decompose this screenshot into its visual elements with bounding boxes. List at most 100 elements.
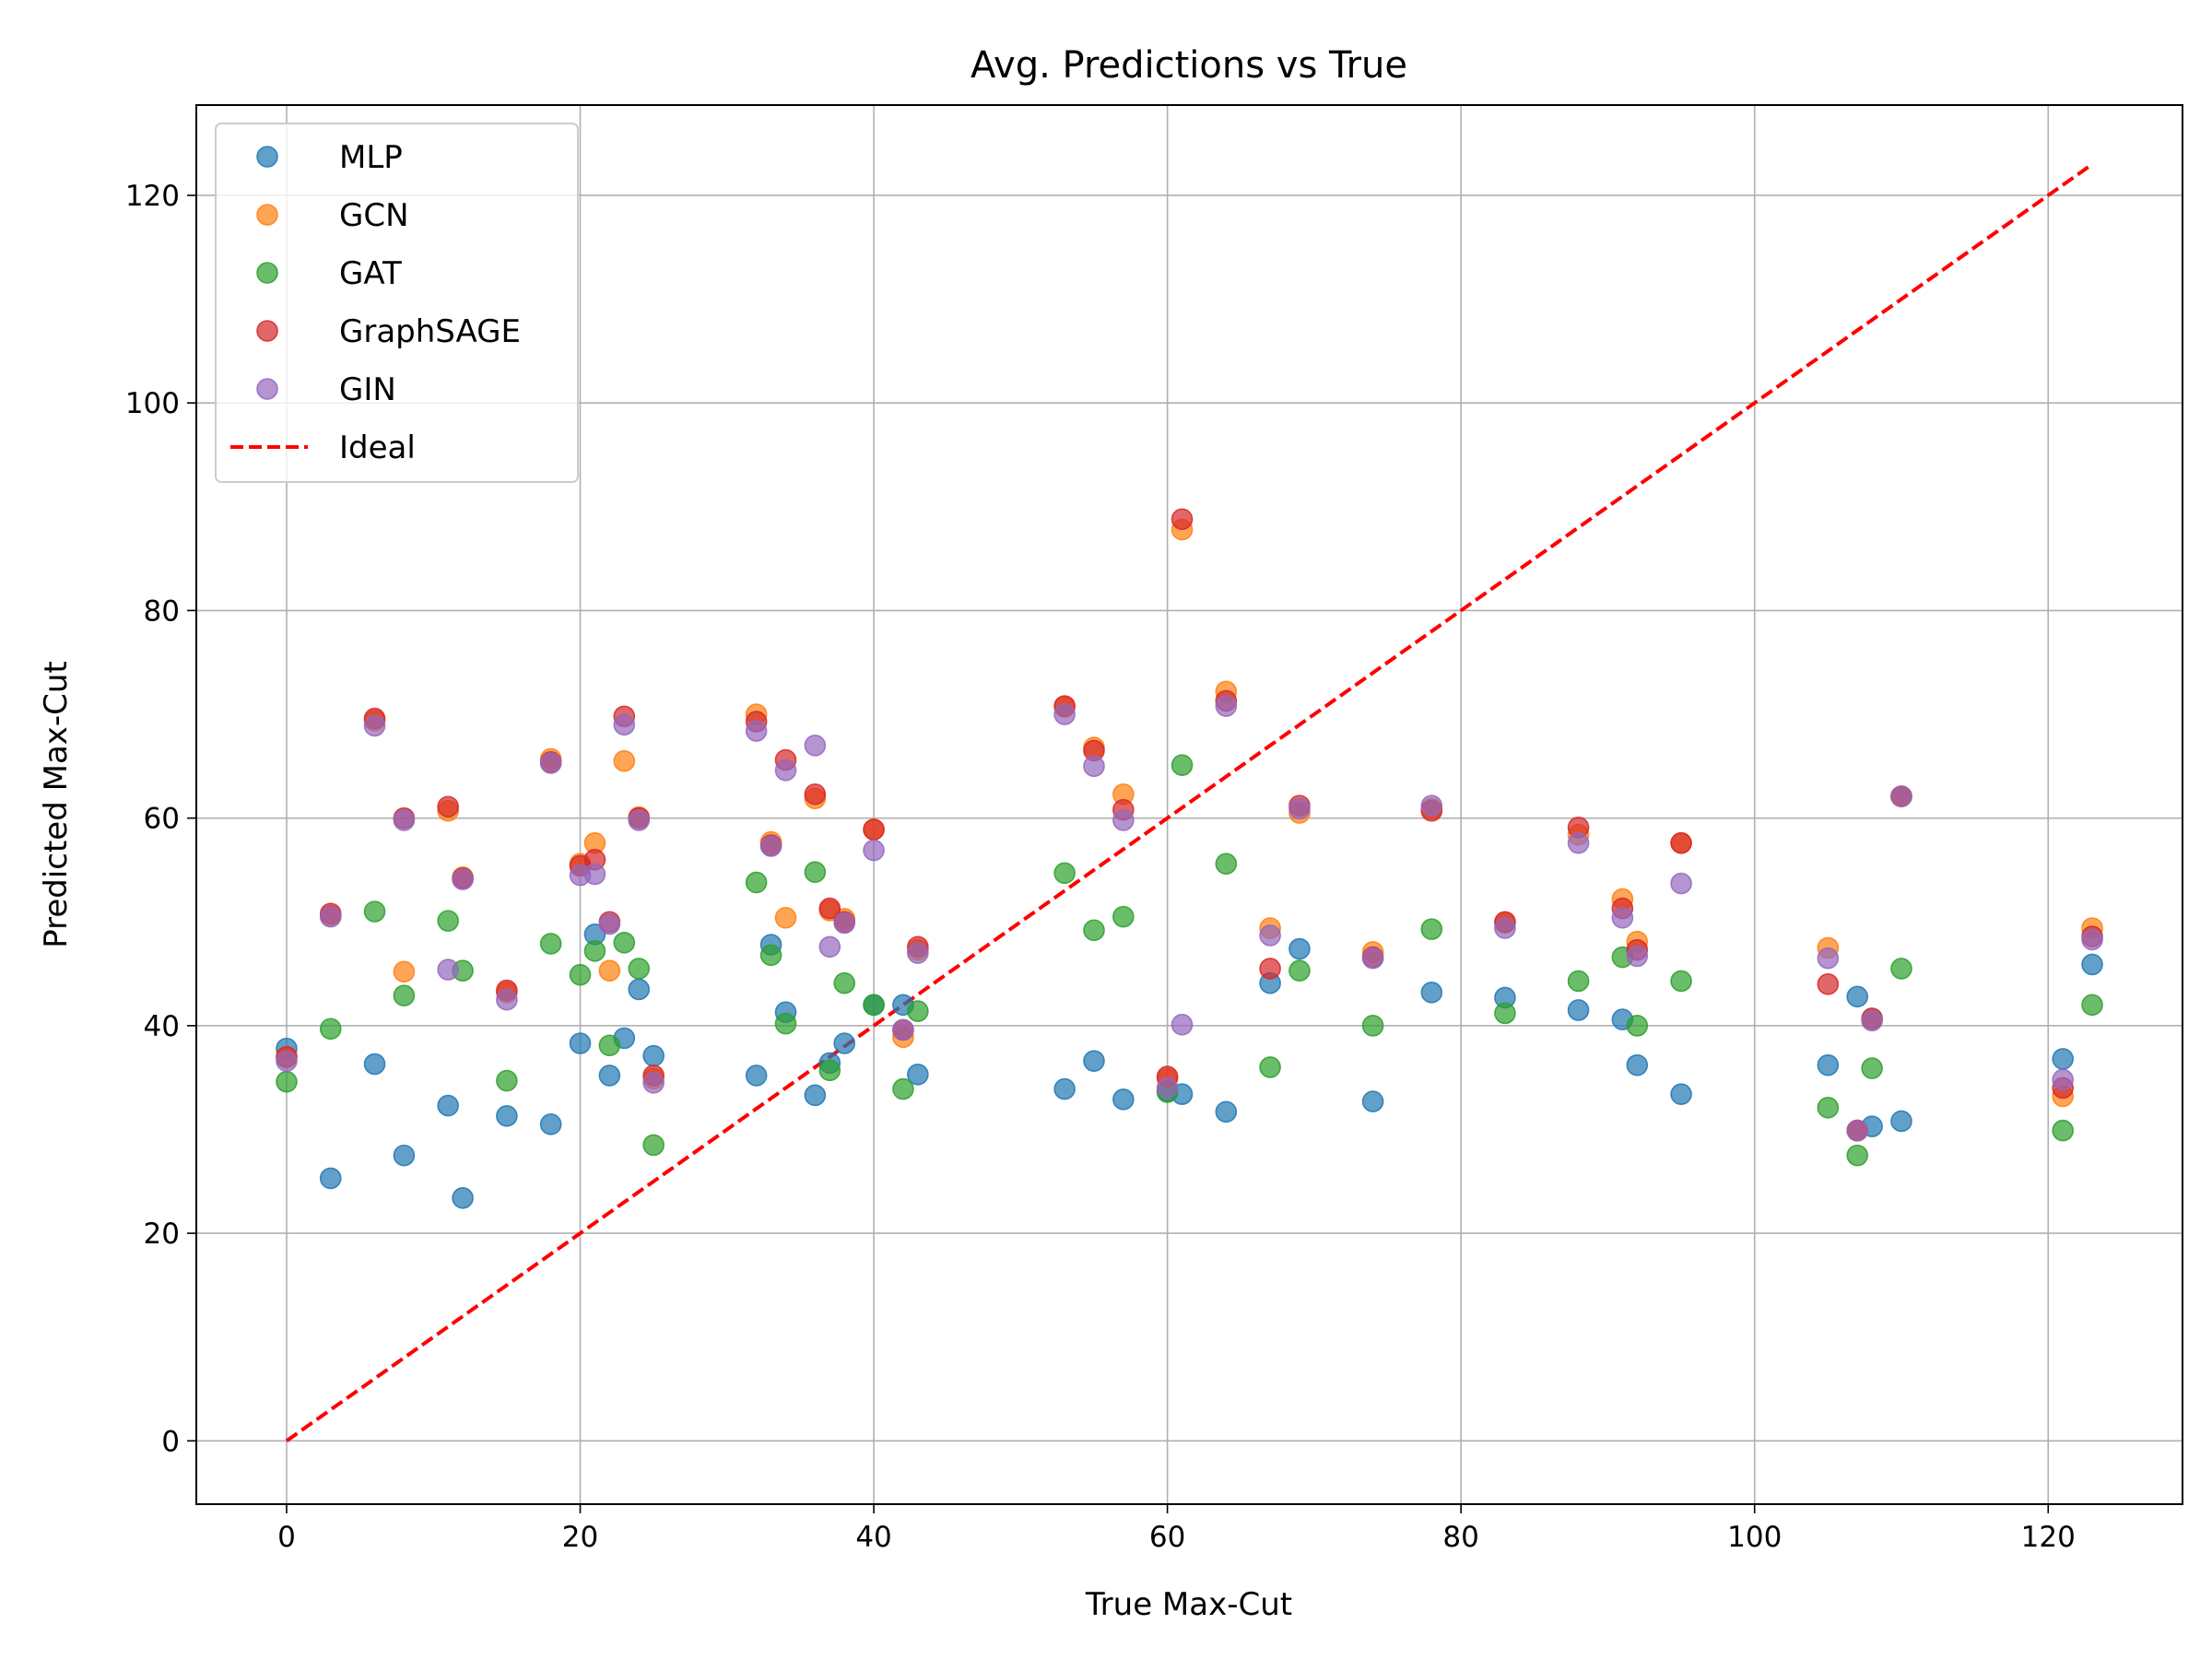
point-graphsage: [1670, 831, 1692, 854]
point-gat: [1171, 754, 1194, 777]
y-tick-label: 20: [144, 1218, 180, 1251]
point-gat: [804, 861, 827, 883]
point-mlp: [1817, 1053, 1840, 1077]
point-mlp: [363, 1053, 386, 1076]
point-graphsage: [1817, 973, 1840, 995]
point-gin: [1567, 831, 1590, 854]
point-gin: [1420, 794, 1443, 817]
point-gat: [1288, 959, 1311, 982]
point-mlp: [1083, 1050, 1105, 1072]
point-gin: [1053, 703, 1076, 725]
point-gin: [1259, 924, 1281, 947]
y-tick-label: 80: [144, 594, 180, 628]
point-gin: [1846, 1119, 1869, 1142]
point-graphsage: [818, 897, 841, 920]
point-gin: [393, 809, 416, 831]
point-mlp: [804, 1084, 827, 1107]
point-gin: [907, 942, 929, 964]
point-mlp: [569, 1032, 592, 1054]
y-tick-label: 120: [125, 180, 180, 213]
point-gin: [363, 714, 386, 737]
x-tick-label: 60: [1149, 1521, 1185, 1554]
point-mlp: [1361, 1090, 1384, 1112]
point-gin: [1215, 695, 1238, 717]
point-gat: [276, 1070, 298, 1093]
point-gin: [1112, 809, 1135, 831]
x-tick-label: 40: [855, 1521, 891, 1554]
point-mlp: [907, 1063, 929, 1086]
point-gat: [1670, 970, 1692, 993]
point-mlp: [1670, 1083, 1692, 1105]
legend-frame: [215, 123, 579, 483]
point-gin: [1083, 755, 1105, 778]
y-tick-label: 100: [125, 387, 180, 420]
x-tick-label: 120: [2021, 1521, 2076, 1554]
plot-area-frame: [195, 104, 2183, 1505]
point-gin: [583, 863, 606, 886]
point-gat: [1817, 1097, 1840, 1119]
point-gin: [1288, 797, 1311, 820]
point-gin: [1611, 906, 1634, 929]
point-gin: [2081, 928, 2103, 951]
legend-marker-graphsage: [256, 320, 278, 342]
point-gat: [569, 963, 592, 986]
point-gin: [2052, 1068, 2074, 1091]
x-axis-ticks: 0 20 40 60 80 100 120: [277, 1504, 2076, 1554]
point-mlp: [539, 1113, 562, 1135]
point-gat: [583, 939, 606, 962]
point-graphsage: [804, 782, 827, 806]
y-tick-label: 40: [144, 1010, 180, 1043]
point-gat: [598, 1034, 621, 1057]
legend-marker-gin: [256, 378, 278, 400]
point-gin: [539, 752, 562, 774]
point-gcn: [613, 749, 636, 772]
point-mlp: [833, 1032, 856, 1054]
point-gin: [774, 759, 797, 782]
point-gat: [1494, 1002, 1516, 1025]
point-gin: [804, 735, 827, 757]
point-gin: [628, 809, 651, 831]
point-gat: [1890, 958, 1912, 980]
point-gat: [1361, 1015, 1384, 1037]
point-gat: [774, 1012, 797, 1035]
point-mlp: [1626, 1053, 1649, 1077]
point-mlp: [1567, 999, 1590, 1021]
x-tick-label: 0: [277, 1521, 296, 1554]
point-gcn: [598, 959, 621, 982]
point-mlp: [1112, 1088, 1135, 1111]
x-tick-label: 100: [1727, 1521, 1782, 1554]
point-gat: [1083, 919, 1105, 942]
point-gat: [1626, 1015, 1649, 1037]
point-mlp: [1890, 1110, 1912, 1133]
point-gat: [818, 1059, 841, 1082]
series-mlp: [276, 923, 2103, 1209]
point-gin: [1817, 947, 1840, 970]
point-gat: [539, 933, 562, 955]
point-gin: [833, 912, 856, 935]
point-mlp: [1288, 937, 1311, 960]
point-gat: [745, 871, 768, 894]
point-gat: [2052, 1119, 2074, 1142]
x-axis-label: True Max-Cut: [1085, 1586, 1292, 1623]
point-gat: [1420, 918, 1443, 940]
point-graphsage: [863, 818, 885, 841]
point-gcn: [774, 906, 797, 929]
point-mlp: [452, 1186, 474, 1209]
point-mlp: [393, 1144, 416, 1167]
point-gat: [1861, 1057, 1883, 1079]
point-mlp: [437, 1094, 459, 1117]
point-gin: [319, 905, 342, 928]
point-gat: [833, 971, 856, 994]
y-tick-label: 60: [144, 803, 180, 836]
point-mlp: [1846, 985, 1869, 1008]
legend-label-mlp: MLP: [339, 139, 403, 176]
y-tick-label: 0: [161, 1425, 180, 1458]
point-gat: [1053, 862, 1076, 885]
point-gin: [1494, 917, 1516, 939]
point-gin: [892, 1018, 914, 1041]
point-gat: [892, 1077, 914, 1100]
point-gin: [452, 868, 474, 890]
point-graphsage: [437, 795, 459, 818]
point-gat: [2081, 994, 2103, 1017]
point-mlp: [1215, 1100, 1238, 1124]
